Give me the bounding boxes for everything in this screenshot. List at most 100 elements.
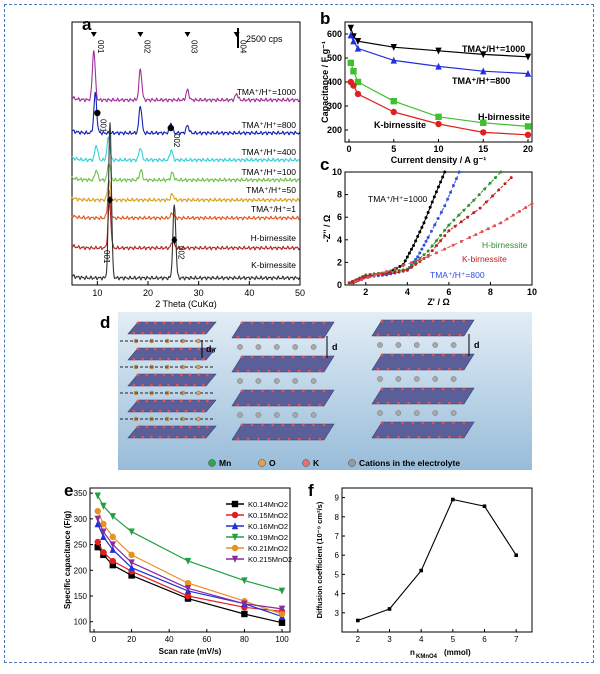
structure-legend-label: O: [269, 458, 276, 468]
eis-point: [472, 211, 476, 215]
scan-point: [109, 541, 116, 549]
xrd-series-line: [71, 180, 300, 203]
d-label-2: d: [474, 340, 480, 350]
oxygen-atom: [421, 353, 425, 357]
cap-point: [350, 68, 357, 75]
peak-index-label: 002: [176, 246, 185, 260]
interlayer-cation: [432, 342, 439, 348]
oxygen-atom: [308, 403, 311, 407]
scan-point: [128, 564, 135, 571]
eis-point: [477, 193, 481, 197]
eis-point: [474, 233, 478, 237]
cap-point: [390, 108, 397, 116]
interlayer-cation: [377, 376, 383, 382]
oxygen-atom: [158, 435, 162, 439]
oxygen-atom: [301, 389, 305, 393]
interlayer-cation: [432, 410, 439, 416]
interlayer-cation: [310, 412, 317, 418]
oxygen-atom: [386, 333, 390, 337]
oxygen-atom: [277, 335, 281, 339]
peak-marker-diamond: [171, 236, 178, 244]
oxygen-atom: [167, 357, 171, 361]
eis-point: [414, 239, 418, 243]
oxygen-atom: [267, 369, 271, 373]
oxygen-atom: [193, 435, 197, 439]
oxygen-atom: [145, 347, 149, 351]
eis-point: [457, 170, 461, 174]
xrd-series-label: H-birnessite: [251, 233, 297, 243]
eis-point: [432, 195, 436, 199]
scan-point: [184, 579, 192, 587]
eis-point: [488, 181, 492, 185]
oxygen-atom: [246, 437, 250, 441]
eis-plot-frame: [344, 171, 533, 286]
eis-point: [503, 182, 507, 186]
interlayer-cation: [237, 378, 243, 384]
oxygen-atom: [132, 357, 136, 361]
diff-x-axis-unit: (mmol): [444, 648, 471, 657]
cap-x-tick-label: 5: [391, 144, 396, 154]
structure-legend-marker: [302, 459, 310, 467]
oxygen-atom: [197, 373, 201, 377]
cap-series-label: K-birnessite: [374, 120, 426, 130]
cap-y-axis-label: Capacitance / F g⁻¹: [320, 41, 330, 123]
oxygen-atom: [201, 435, 205, 439]
cap-y-tick-label: 400: [327, 77, 342, 87]
eis-point: [486, 227, 490, 231]
structure-legend-marker: [208, 459, 216, 467]
eis-point: [418, 251, 422, 255]
eis-point: [466, 215, 470, 219]
oxygen-atom: [132, 383, 136, 387]
oxygen-atom: [448, 435, 451, 439]
oxygen-atom: [171, 399, 175, 403]
eis-point: [446, 197, 450, 201]
eis-point: [524, 205, 528, 209]
oxygen-atom: [437, 367, 441, 371]
cap-point: [524, 53, 532, 61]
oxygen-atom: [171, 373, 175, 377]
eis-point: [372, 274, 376, 278]
scan-legend-marker: [231, 522, 239, 530]
xrd-plot-frame: [71, 21, 301, 286]
eis-point: [347, 281, 351, 285]
oxygen-atom: [179, 373, 183, 377]
eis-point: [439, 210, 443, 214]
eis-point: [409, 247, 413, 251]
scan-y-axis-label: Specific capacitance (F/g): [63, 511, 72, 610]
xrd-x-tick-label: 40: [244, 288, 254, 298]
interlayer-cation: [377, 410, 383, 416]
eis-point: [403, 259, 407, 263]
cap-point: [347, 59, 354, 66]
eis-point: [385, 269, 389, 273]
oxygen-atom: [386, 435, 390, 439]
oxygen-atom: [448, 333, 451, 337]
oxygen-atom: [175, 357, 179, 361]
cap-x-tick-label: 20: [523, 144, 533, 154]
oxygen-atom: [291, 355, 295, 359]
eis-point: [412, 243, 416, 247]
oxygen-atom: [301, 423, 305, 427]
oxygen-atom: [271, 355, 275, 359]
oxygen-atom: [417, 401, 421, 405]
xrd-series-label: TMA⁺/H⁺=100: [241, 167, 296, 177]
scan-point: [100, 520, 107, 528]
oxygen-atom: [149, 357, 153, 361]
interlayer-cation: [237, 344, 243, 350]
oxygen-atom: [236, 437, 240, 441]
oxygen-atom: [205, 347, 209, 351]
interlayer-cation: [273, 412, 280, 418]
eis-x-tick-label: 8: [488, 287, 493, 297]
oxygen-atom: [458, 401, 462, 405]
oxygen-atom: [287, 403, 291, 407]
eis-point: [360, 275, 364, 279]
oxygen-atom: [158, 409, 162, 413]
scan-plot-frame: [89, 487, 291, 633]
eis-point: [426, 249, 430, 253]
diff-point: [482, 504, 487, 509]
oxygen-atom: [297, 335, 301, 339]
oxygen-atom: [462, 319, 466, 323]
scan-legend-label: K0.19MnO2: [248, 533, 288, 542]
oxygen-atom: [153, 373, 157, 377]
cap-point: [524, 131, 532, 138]
oxygen-atom: [205, 321, 209, 325]
